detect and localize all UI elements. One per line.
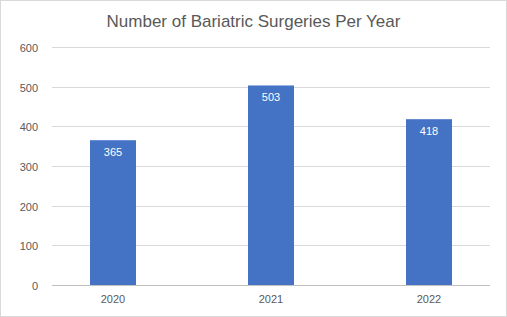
y-tick-label: 500: [20, 82, 38, 94]
data-label: 365: [104, 146, 122, 158]
grid-line: [52, 285, 490, 286]
data-label: 503: [262, 91, 280, 103]
x-tick-label: 2022: [417, 293, 441, 305]
chart: Number of Bariatric Surgeries Per Year 0 1…: [0, 0, 507, 317]
title: Number of Bariatric Surgeries Per Year: [107, 12, 401, 31]
y-tick-label: 100: [20, 240, 38, 252]
y-tick-label: 400: [20, 121, 38, 133]
labels: 365 2020 503 2021 418 2022: [101, 91, 441, 305]
frame: [1, 1, 507, 317]
bar: [406, 119, 452, 285]
x-tick-label: 2021: [259, 293, 283, 305]
y-tick-label: 300: [20, 161, 38, 173]
data-label: 418: [420, 125, 438, 137]
bar: [90, 140, 136, 285]
y-tick-label: 200: [20, 201, 38, 213]
grid-line: [52, 47, 490, 48]
x-tick-label: 2020: [101, 293, 125, 305]
bars: [90, 85, 452, 285]
y-tick-label: 600: [20, 42, 38, 54]
y-tick-label: 0: [32, 280, 38, 292]
bar: [248, 85, 294, 285]
